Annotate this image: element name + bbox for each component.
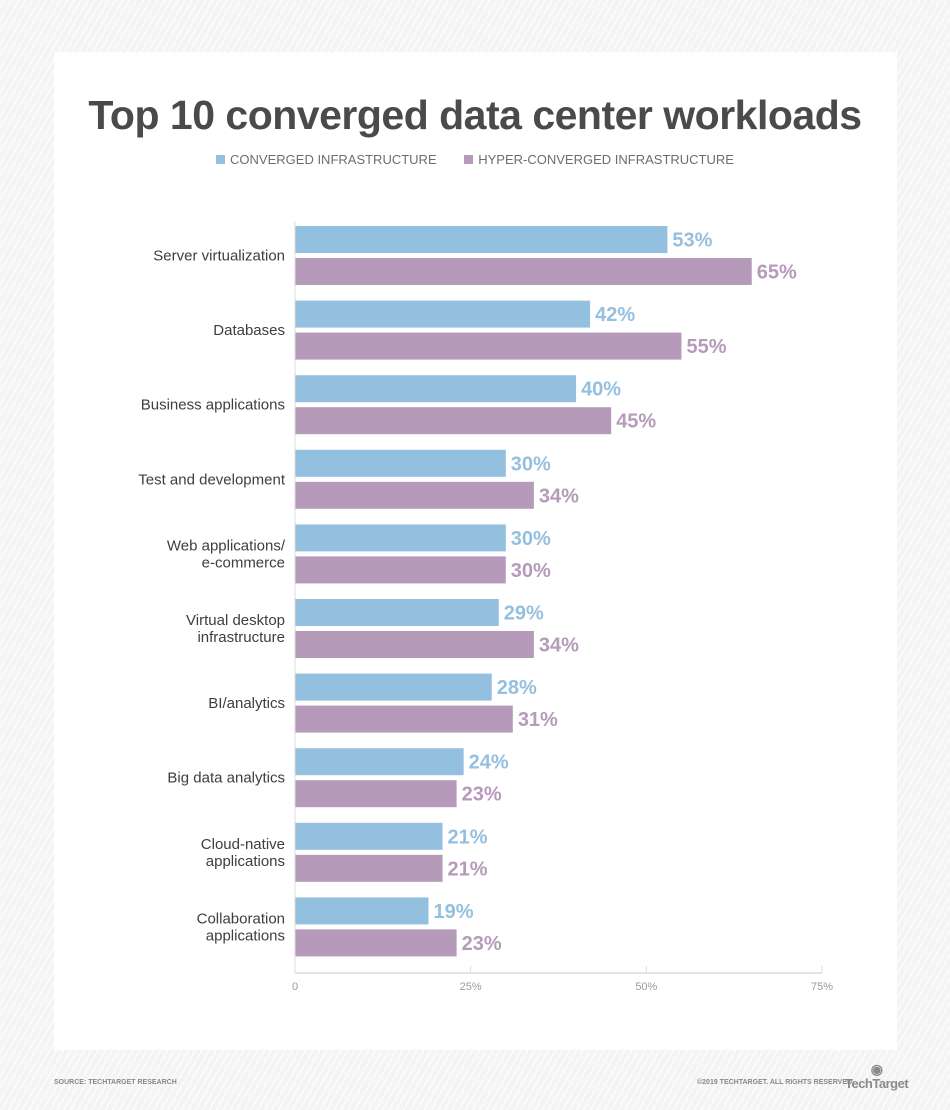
data-label: 28% xyxy=(497,677,537,699)
bar-hyper-converged xyxy=(295,854,443,882)
bar-hyper-converged xyxy=(295,929,457,957)
data-label: 19% xyxy=(434,901,474,923)
chart-title: Top 10 converged data center workloads xyxy=(88,92,862,138)
bar-converged xyxy=(295,822,443,850)
category-label: Big data analytics xyxy=(167,770,285,787)
data-label: 40% xyxy=(581,379,621,401)
data-label: 21% xyxy=(448,826,488,848)
bar-hyper-converged xyxy=(295,631,534,658)
x-tick-label: 75% xyxy=(811,981,833,993)
bar-converged xyxy=(295,226,668,253)
techtarget-logo: ◉ TechTarget xyxy=(845,1061,909,1091)
bar-hyper-converged xyxy=(295,705,513,733)
category-label: e-commerce xyxy=(202,554,285,571)
category-label: applications xyxy=(206,927,285,944)
category-label: Business applications xyxy=(141,397,285,414)
logo-text: TechTarget xyxy=(845,1076,909,1091)
data-label: 30% xyxy=(511,528,551,550)
data-label: 29% xyxy=(504,603,544,625)
category-label: Server virtualization xyxy=(153,248,285,265)
data-label: 45% xyxy=(616,411,656,433)
legend-item-converged: CONVERGED INFRASTRUCTURE xyxy=(216,152,437,167)
legend-swatch xyxy=(464,155,474,164)
data-label: 30% xyxy=(511,453,551,475)
category-label: Test and development xyxy=(138,471,286,488)
category-label: infrastructure xyxy=(197,629,285,646)
bar-converged xyxy=(295,673,492,701)
category-label: applications xyxy=(206,853,285,870)
eye-icon: ◉ xyxy=(870,1061,883,1077)
bar-hyper-converged xyxy=(295,407,612,435)
bar-hyper-converged xyxy=(295,258,752,285)
data-label: 53% xyxy=(672,230,712,252)
legend-label: CONVERGED INFRASTRUCTURE xyxy=(230,152,437,167)
data-label: 31% xyxy=(518,709,558,731)
data-label: 65% xyxy=(757,262,797,284)
data-label: 21% xyxy=(448,858,488,880)
bar-converged xyxy=(295,449,506,477)
category-label: Web applications/ xyxy=(167,537,286,554)
data-label: 23% xyxy=(462,784,502,806)
legend-item-hyper-converged: HYPER-CONVERGED INFRASTRUCTURE xyxy=(464,152,734,167)
legend-label: HYPER-CONVERGED INFRASTRUCTURE xyxy=(478,152,734,167)
category-label: Collaboration xyxy=(197,910,285,927)
bar-converged xyxy=(295,375,577,403)
category-label: Databases xyxy=(213,322,285,339)
data-label: 34% xyxy=(539,485,579,507)
bar-hyper-converged xyxy=(295,332,682,360)
x-tick-label: 25% xyxy=(460,981,482,993)
legend: CONVERGED INFRASTRUCTURE HYPER-CONVERGED… xyxy=(0,152,950,167)
category-label: Virtual desktop xyxy=(186,612,285,629)
legend-swatch xyxy=(216,155,226,164)
source-note: SOURCE: TECHTARGET RESEARCH xyxy=(54,1079,177,1086)
bar-converged xyxy=(295,748,464,776)
bar-hyper-converged xyxy=(295,556,506,584)
x-tick-label: 0 xyxy=(292,981,298,993)
bar-converged xyxy=(295,599,499,626)
data-label: 23% xyxy=(462,933,502,955)
bar-converged xyxy=(295,897,429,925)
data-label: 42% xyxy=(595,304,635,326)
data-label: 30% xyxy=(511,560,551,582)
data-label: 55% xyxy=(686,336,726,358)
data-label: 24% xyxy=(469,752,509,774)
bar-converged xyxy=(295,524,506,552)
bar-hyper-converged xyxy=(295,780,457,808)
bar-converged xyxy=(295,300,591,328)
data-label: 34% xyxy=(539,635,579,657)
x-tick-label: 50% xyxy=(635,981,657,993)
category-label: Cloud-native xyxy=(201,836,285,853)
category-label: BI/analytics xyxy=(208,695,285,712)
bar-hyper-converged xyxy=(295,481,534,509)
copyright: ©2019 TECHTARGET. ALL RIGHTS RESERVED xyxy=(697,1079,853,1086)
